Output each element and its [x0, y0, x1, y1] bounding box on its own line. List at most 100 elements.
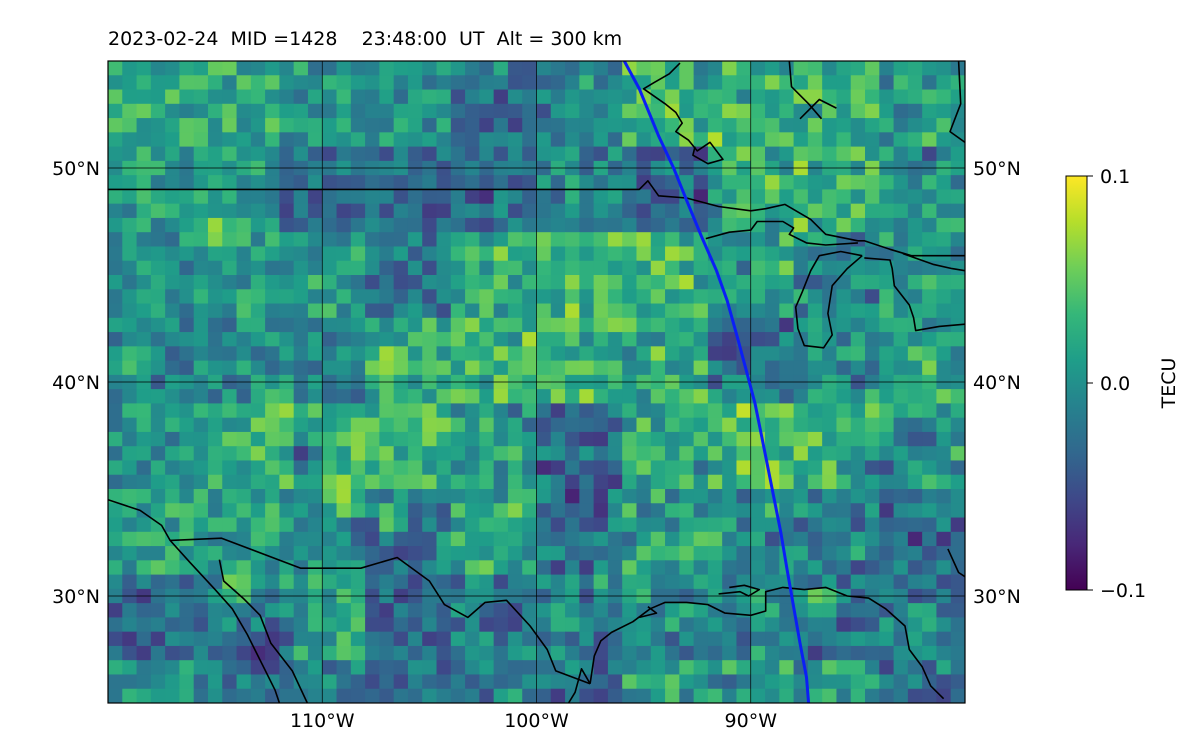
- tec-cell: [636, 246, 652, 262]
- tec-cell: [707, 89, 723, 105]
- tec-cell: [593, 574, 609, 590]
- tec-cell: [379, 531, 395, 547]
- tec-cell: [936, 189, 952, 205]
- tec-cell: [865, 446, 880, 462]
- tec-cell: [536, 674, 552, 690]
- tec-cell: [565, 446, 580, 462]
- tec-cell: [950, 389, 965, 404]
- tec-cell: [779, 103, 795, 119]
- tec-cell: [865, 645, 880, 661]
- tec-cell: [522, 303, 538, 319]
- tec-cell: [707, 517, 723, 533]
- tec-cell: [822, 417, 838, 433]
- tec-cell: [865, 260, 880, 276]
- tec-cell: [793, 175, 809, 190]
- tec-cell: [622, 489, 638, 504]
- tec-cell: [922, 389, 938, 404]
- tec-cell: [279, 289, 295, 305]
- tec-cell: [565, 389, 580, 404]
- tec-cell: [907, 574, 923, 590]
- tec-cell: [879, 118, 895, 133]
- tec-cell: [536, 317, 552, 333]
- tec-cell: [536, 232, 552, 248]
- tec-cell: [293, 645, 309, 661]
- tec-cell: [765, 360, 780, 376]
- tec-cell: [550, 89, 566, 105]
- tec-cell: [607, 474, 623, 490]
- tec-cell: [950, 403, 965, 419]
- tec-cell: [693, 75, 709, 91]
- tec-cell: [407, 431, 423, 447]
- tec-cell: [322, 275, 338, 290]
- tec-cell: [507, 617, 523, 633]
- map-area[interactable]: [108, 61, 966, 704]
- tec-cell: [665, 403, 680, 419]
- tec-cell: [536, 132, 552, 148]
- tec-cell: [522, 332, 538, 347]
- tec-cell: [422, 317, 438, 333]
- tec-cell: [493, 146, 509, 162]
- tec-cell: [536, 574, 552, 590]
- tec-cell: [565, 332, 580, 347]
- tec-cell: [836, 303, 852, 319]
- tec-cell: [336, 260, 352, 276]
- tec-cell: [522, 275, 538, 290]
- tec-cell: [336, 118, 352, 133]
- tec-cell: [636, 603, 652, 618]
- tec-cell: [207, 417, 223, 433]
- tec-cell: [822, 303, 838, 319]
- tec-cell: [665, 546, 680, 561]
- tec-cell: [679, 574, 695, 590]
- tec-cell: [836, 389, 852, 404]
- tec-cell: [565, 246, 580, 262]
- tec-cell: [207, 275, 223, 290]
- tec-cell: [222, 560, 238, 576]
- tec-cell: [336, 289, 352, 305]
- tec-cell: [893, 360, 909, 376]
- tec-cell: [365, 289, 380, 305]
- tec-cell: [893, 61, 909, 76]
- tec-cell: [665, 246, 680, 262]
- tec-cell: [850, 89, 866, 105]
- tec-cell: [736, 631, 752, 647]
- tec-cell: [650, 403, 666, 419]
- tec-cell: [565, 89, 580, 105]
- tec-cell: [207, 61, 223, 76]
- tec-cell: [879, 89, 895, 105]
- tec-cell: [565, 203, 580, 219]
- tec-cell: [365, 417, 380, 433]
- tec-cell: [693, 431, 709, 447]
- tec-cell: [379, 631, 395, 647]
- tec-cell: [893, 489, 909, 504]
- tec-cell: [108, 517, 123, 533]
- tec-cell: [350, 132, 366, 148]
- tec-cell: [122, 674, 138, 690]
- tec-cell: [636, 503, 652, 519]
- tec-cell: [707, 446, 723, 462]
- tec-cell: [179, 674, 195, 690]
- tec-cell: [250, 75, 266, 91]
- tec-cell: [522, 289, 538, 305]
- tec-cell: [565, 317, 580, 333]
- tec-cell: [807, 89, 823, 105]
- tec-cell: [450, 260, 466, 276]
- tec-cell: [750, 118, 766, 133]
- tec-cell: [950, 260, 965, 276]
- tec-cell: [179, 389, 195, 404]
- tec-cell: [607, 560, 623, 576]
- tec-cell: [922, 303, 938, 319]
- tec-cell: [407, 175, 423, 190]
- tec-cell: [536, 489, 552, 504]
- tec-cell: [422, 346, 438, 362]
- tec-cell: [307, 660, 323, 676]
- tec-cell: [450, 317, 466, 333]
- tec-cell: [193, 489, 209, 504]
- tec-cell: [265, 531, 280, 547]
- tec-cell: [779, 431, 795, 447]
- tec-cell: [236, 460, 252, 476]
- tec-cell: [565, 417, 580, 433]
- tec-cell: [836, 132, 852, 148]
- tec-cell: [193, 360, 209, 376]
- tec-cell: [108, 688, 123, 703]
- tec-cell: [622, 688, 638, 703]
